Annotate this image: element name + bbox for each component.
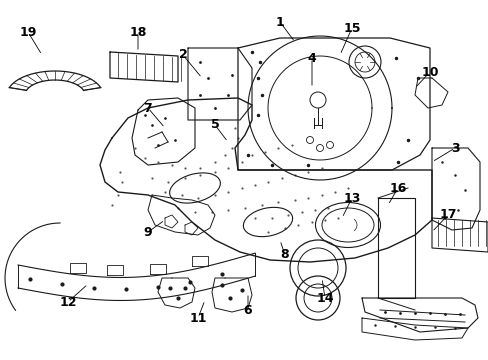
Text: 6: 6: [243, 303, 252, 316]
Text: 11: 11: [189, 311, 206, 324]
Text: 12: 12: [59, 296, 77, 309]
Text: 8: 8: [280, 248, 289, 261]
Text: 9: 9: [143, 225, 152, 238]
Text: 13: 13: [343, 192, 360, 204]
Text: 15: 15: [343, 22, 360, 35]
Text: 3: 3: [450, 141, 458, 154]
Text: 1: 1: [275, 15, 284, 28]
Text: 19: 19: [19, 26, 37, 39]
Text: 7: 7: [143, 102, 152, 114]
Text: 16: 16: [388, 181, 406, 194]
Text: 10: 10: [420, 66, 438, 78]
Text: 18: 18: [129, 26, 146, 39]
Text: 2: 2: [178, 49, 187, 62]
Text: 17: 17: [438, 208, 456, 221]
Text: 5: 5: [210, 118, 219, 131]
Text: 14: 14: [316, 292, 333, 305]
Text: 4: 4: [307, 51, 316, 64]
